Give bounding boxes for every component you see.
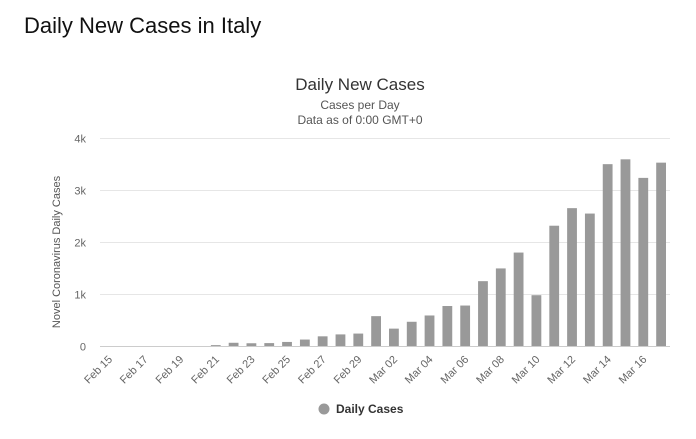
- bar[interactable]: [264, 343, 275, 346]
- legend-label: Daily Cases: [336, 402, 404, 416]
- bar[interactable]: [371, 316, 381, 346]
- y-tick-label: 3k: [74, 186, 86, 198]
- chart-subtitle-line-2: Data as of 0:00 GMT+0: [297, 113, 422, 127]
- y-tick-label: 2k: [74, 238, 86, 250]
- x-tick-label: Feb 27: [296, 354, 329, 387]
- legend[interactable]: Daily Cases: [318, 402, 404, 416]
- bar[interactable]: [282, 341, 292, 346]
- x-tick-label: Mar 04: [403, 354, 436, 387]
- x-tick-label: Feb 17: [118, 354, 151, 387]
- bar[interactable]: [638, 177, 649, 346]
- bar[interactable]: [656, 162, 666, 346]
- x-tick-label: Mar 06: [439, 354, 472, 387]
- x-tick-label: Feb 25: [260, 354, 293, 387]
- x-tick-label: Feb 21: [189, 354, 222, 387]
- bar[interactable]: [210, 345, 221, 346]
- x-tick-label: Mar 14: [581, 354, 614, 387]
- chart-title: Daily New Cases: [295, 75, 424, 94]
- y-tick-label: 1k: [74, 290, 86, 302]
- x-tick-label: Mar 10: [510, 354, 543, 387]
- grid-lines: [100, 138, 670, 295]
- bar[interactable]: [602, 164, 613, 346]
- bar[interactable]: [335, 334, 346, 346]
- y-tick-label: 0: [80, 342, 86, 354]
- x-tick-label: Mar 08: [474, 354, 507, 387]
- x-tick-label: Mar 02: [367, 354, 400, 387]
- x-tick-labels: Feb 15 Feb 17 Feb 19 Feb 21 Feb 23 Feb 25 Feb …: [82, 354, 649, 387]
- chart-subtitle-line-1: Cases per Day: [320, 98, 399, 112]
- bar[interactable]: [228, 342, 239, 346]
- bar[interactable]: [549, 225, 560, 346]
- bar[interactable]: [460, 305, 471, 346]
- bar[interactable]: [513, 252, 524, 346]
- x-tick-label: Feb 15: [82, 354, 115, 387]
- x-tick-label: Mar 12: [545, 354, 578, 387]
- x-tick-label: Feb 23: [225, 354, 258, 387]
- x-tick-label: Mar 16: [617, 354, 650, 387]
- bar[interactable]: [317, 336, 328, 346]
- bar[interactable]: [567, 208, 577, 346]
- bar[interactable]: [353, 333, 364, 346]
- x-tick-label: Feb 19: [154, 354, 187, 387]
- x-tick-label: Feb 29: [332, 354, 365, 387]
- bar[interactable]: [478, 281, 488, 346]
- y-tick-labels: 0 1k 2k 3k 4k: [74, 134, 86, 354]
- bar[interactable]: [620, 159, 631, 346]
- legend-marker: [318, 403, 330, 415]
- bar[interactable]: [389, 328, 399, 346]
- y-tick-label: 4k: [74, 134, 86, 146]
- y-axis-label: Novel Coronavirus Daily Cases: [51, 175, 63, 328]
- bar[interactable]: [531, 295, 542, 346]
- bar[interactable]: [246, 343, 257, 346]
- bar[interactable]: [406, 321, 417, 346]
- bar[interactable]: [584, 213, 595, 346]
- bar[interactable]: [299, 339, 310, 346]
- bar[interactable]: [495, 268, 506, 346]
- bar[interactable]: [424, 315, 435, 346]
- bars: [210, 159, 666, 346]
- bar[interactable]: [442, 306, 453, 346]
- page-title: Daily New Cases in Italy: [24, 13, 262, 38]
